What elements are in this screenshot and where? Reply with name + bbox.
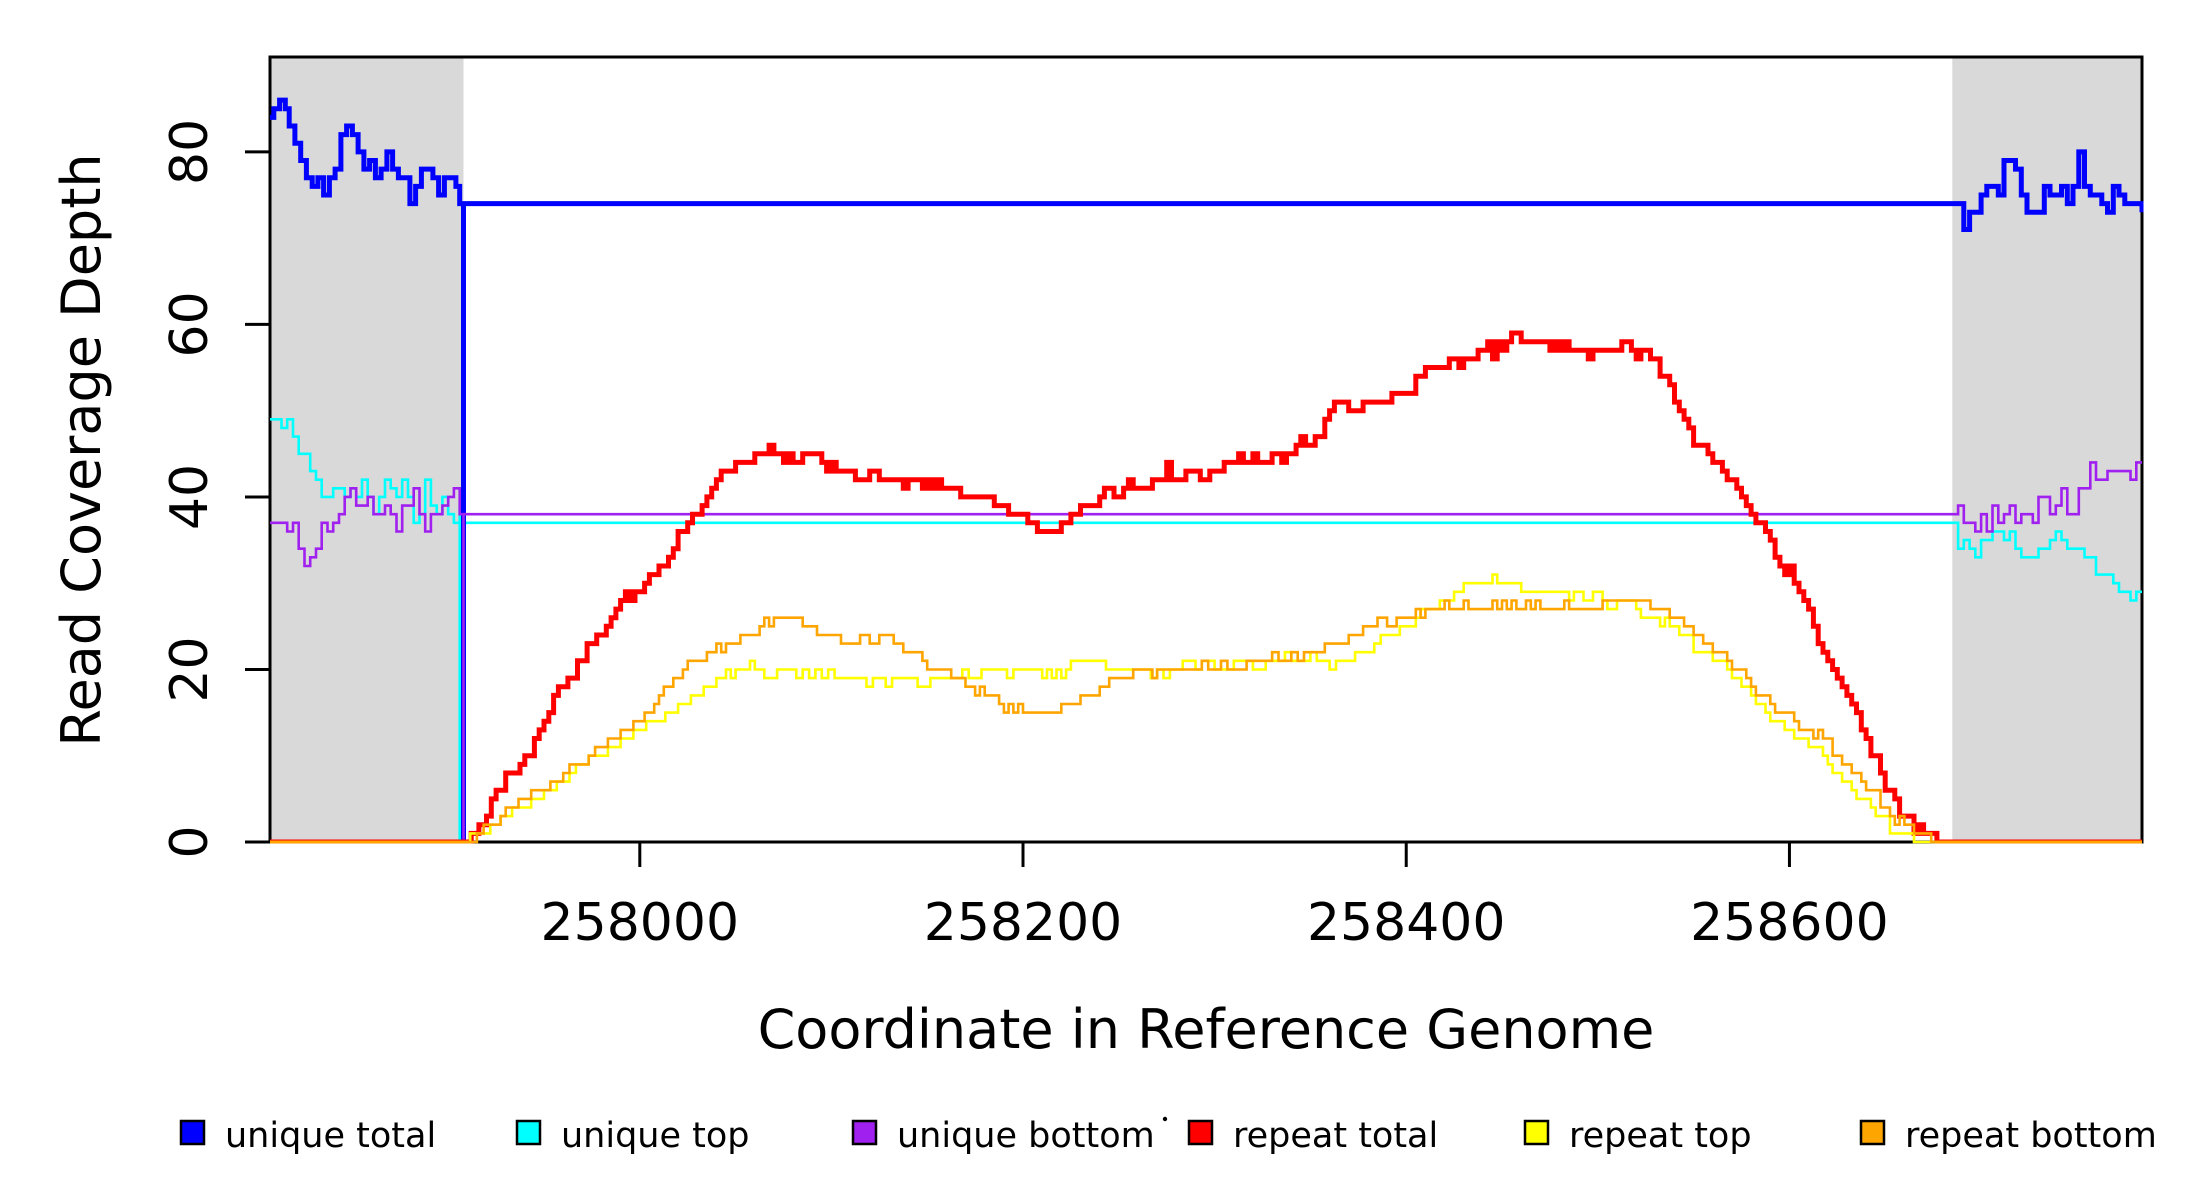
legend-swatch-repeat-bottom <box>1859 1119 1886 1146</box>
y-tick-label: 80 <box>160 119 220 185</box>
legend-swatch-unique-top <box>515 1119 542 1146</box>
legend-swatch-unique-total <box>179 1119 206 1146</box>
y-axis-ticks: 0 20 40 60 80 <box>160 119 270 859</box>
x-tick-label: 258200 <box>924 893 1123 953</box>
legend: unique total unique top unique bottom repea… <box>179 1116 2157 1156</box>
legend-label-repeat-total: repeat total <box>1233 1116 1438 1156</box>
x-axis-title: Coordinate in Reference Genome <box>758 998 1655 1061</box>
x-axis-ticks: 258000 258200 258400 258600 <box>541 842 1889 953</box>
series-repeat-bottom <box>270 599 2142 844</box>
y-tick-label: 0 <box>160 825 220 858</box>
x-tick-label: 258400 <box>1307 893 1506 953</box>
y-tick-label: 60 <box>160 291 220 357</box>
x-tick-label: 258000 <box>541 893 740 953</box>
coverage-curves <box>270 97 2144 844</box>
plot-border <box>268 55 2144 844</box>
series-unique-bottom <box>270 461 2142 842</box>
legend-label-repeat-top: repeat top <box>1569 1116 1752 1156</box>
shaded-region <box>270 57 464 842</box>
x-tick-label: 258600 <box>1690 893 1889 953</box>
y-tick-label: 40 <box>160 464 220 530</box>
series-unique-total <box>270 97 2144 842</box>
legend-label-unique-total: unique total <box>225 1116 436 1156</box>
y-axis-title: Read Coverage Depth <box>50 153 113 746</box>
series-repeat-top <box>270 573 2142 844</box>
legend-label-unique-top: unique top <box>561 1116 750 1156</box>
shaded-region <box>1952 57 2142 842</box>
stray-dot <box>1162 1116 1168 1122</box>
legend-swatch-repeat-top <box>1523 1119 1550 1146</box>
legend-label-repeat-bottom: repeat bottom <box>1905 1116 2157 1156</box>
legend-swatch-unique-bottom <box>851 1119 878 1146</box>
y-tick-label: 20 <box>160 636 220 702</box>
legend-label-unique-bottom: unique bottom <box>897 1116 1155 1156</box>
legend-swatch-repeat-total <box>1187 1119 1214 1146</box>
series-repeat-total <box>270 330 2142 844</box>
